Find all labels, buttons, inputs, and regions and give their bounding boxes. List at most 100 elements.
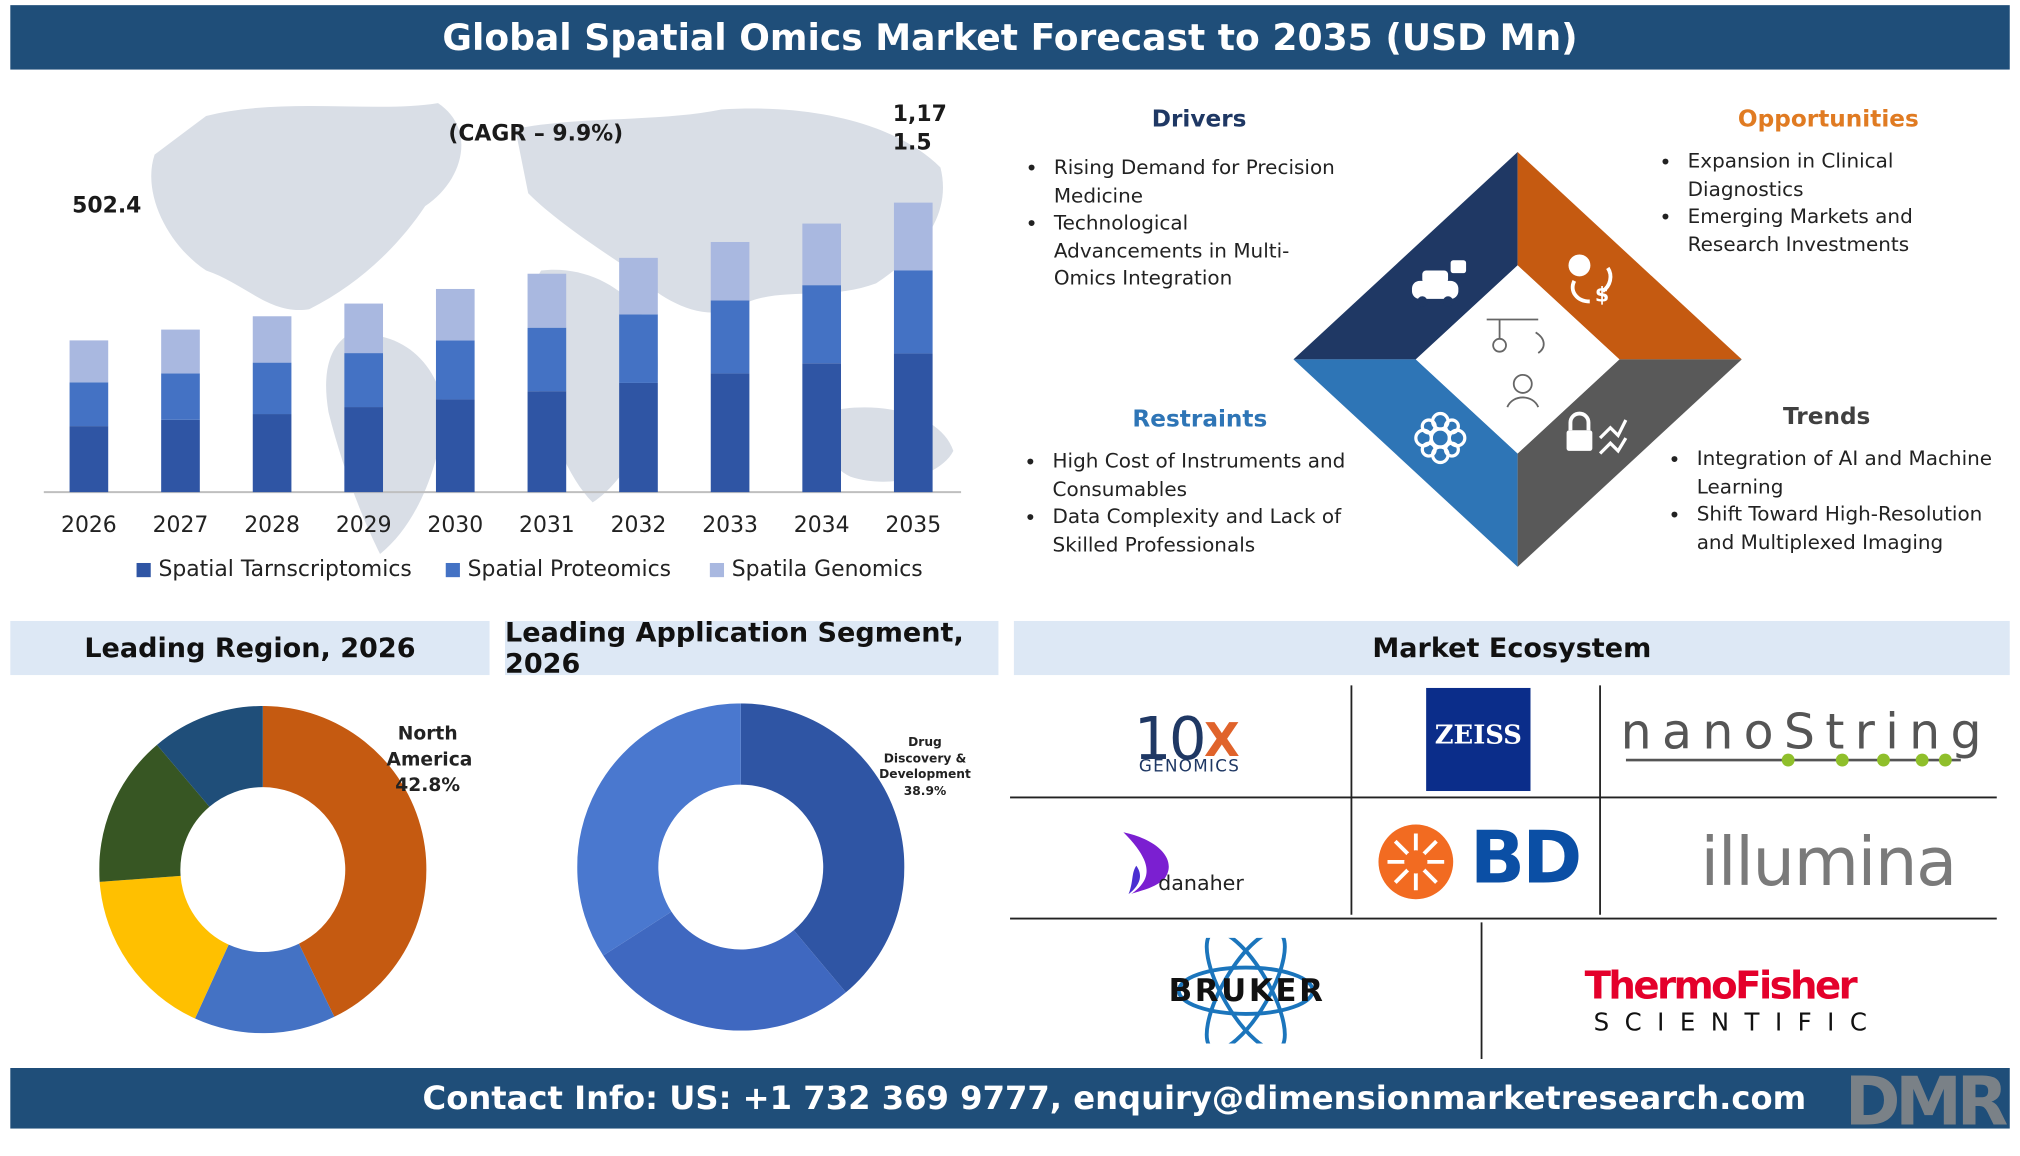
bar-segment-2034-3: [802, 223, 842, 286]
bar-segment-2030-2: [435, 340, 475, 400]
legend-label-genomics: Spatila Genomics: [731, 556, 923, 583]
bar-segment-2027-3: [161, 329, 200, 374]
thermofisher-logo: ThermoFisher: [1584, 963, 1858, 1009]
trends-item-line: Integration of AI and Machine: [1696, 447, 1993, 471]
bar-segment-2032-1: [619, 382, 658, 493]
legend-label-proteomics: Spatial Proteomics: [467, 556, 672, 583]
leading-region-header: Leading Region, 2026: [10, 620, 490, 676]
opportunities-item-line: Expansion in Clinical: [1687, 149, 1894, 173]
diamond-quadrant-opportunities: [1517, 152, 1742, 360]
bar-segment-2034-1: [802, 363, 842, 493]
illumina-logo: illumina: [1700, 824, 1958, 902]
zeiss-logo: ZEISS: [1426, 687, 1531, 792]
bar-segment-2028-1: [252, 414, 292, 493]
thermofisher-logo-subtitle: SCIENTIFIC: [1593, 1008, 1883, 1038]
bar-segment-2032-2: [619, 314, 658, 383]
drivers-item-line: Technological: [1053, 211, 1189, 235]
legend-item-genomics: Spatila Genomics: [709, 556, 923, 583]
page-title: Global Spatial Omics Market Forecast to …: [10, 5, 2010, 70]
restraints-title: Restraints: [1132, 405, 1268, 433]
drivers-list: Rising Demand for Precision Medicine Tech…: [1025, 155, 1360, 293]
opportunities-item: Expansion in Clinical Diagnostics: [1659, 148, 1994, 203]
x-tick-label: 2029: [336, 513, 392, 538]
x-tick-label: 2027: [153, 513, 209, 538]
bar-segment-2030-1: [435, 399, 475, 493]
bar-segment-2029-2: [344, 353, 384, 408]
market-ecosystem-header: Market Ecosystem: [1013, 620, 2010, 676]
region-callout-name: North America: [386, 724, 473, 771]
donut-slice-2: [603, 911, 846, 1031]
stacked-bar-chart: 2026 2027 2028 2029 2030 2031 2032 2033 2034 2035: [43, 202, 962, 538]
trends-item-line: Learning: [1696, 474, 1784, 498]
region-callout: North America 42.8%: [386, 721, 473, 798]
trends-item: Integration of AI and Machine Learning: [1668, 446, 2016, 501]
opportunities-title: Opportunities: [1737, 105, 1919, 133]
opportunities-item-line: Diagnostics: [1687, 177, 1804, 201]
donut-slice-1: [262, 705, 427, 1017]
restraints-item-line: Skilled Professionals: [1052, 532, 1256, 556]
bd-starburst-icon: [1378, 824, 1454, 900]
opportunities-item-line: Research Investments: [1687, 232, 1910, 256]
region-donut-chart: [99, 705, 427, 1034]
trends-item-line: and Multiplexed Imaging: [1696, 530, 1944, 554]
bar-segment-2026-2: [69, 382, 109, 427]
bar-segment-2027-2: [161, 373, 200, 420]
ecosystem-grid: [1010, 685, 1997, 1059]
restraints-item: High Cost of Instruments and Consumables: [1024, 448, 1372, 503]
cagr-label: (CAGR – 9.9%): [448, 121, 624, 147]
x-tick-label: 2034: [794, 513, 850, 538]
10x-logo-number: 10: [1133, 703, 1207, 773]
bar-segment-2031-2: [527, 327, 567, 392]
restraints-list: High Cost of Instruments andConsumables …: [1024, 448, 1372, 559]
restraints-item-line: Consumables: [1052, 477, 1188, 501]
zeiss-logo-text: ZEISS: [1434, 718, 1522, 750]
bar-segment-2030-3: [435, 288, 475, 341]
donut-slice-4: [99, 744, 210, 882]
restraints-item-line: High Cost of Instruments and: [1052, 449, 1346, 473]
opportunities-item: Emerging Markets and Research Investments: [1659, 204, 1994, 259]
bar-segment-2029-3: [344, 303, 384, 354]
leading-application-header: Leading Application Segment, 2026: [505, 617, 999, 679]
contact-footer: Contact Info: US: +1 732 369 9777, enqui…: [10, 1068, 2010, 1129]
donut-slice-1: [740, 703, 905, 993]
nanostring-dots-icon: [1625, 753, 1961, 767]
annotation-2035-total: 1,171.5: [892, 101, 947, 156]
application-callout-line: Drug: [908, 735, 942, 750]
robot-arm-icon: [1486, 318, 1545, 408]
bruker-logo: BRUKER: [1168, 972, 1326, 1009]
drivers-item: Rising Demand for Precision Medicine: [1025, 155, 1360, 210]
x-tick-label: 2033: [702, 513, 758, 538]
bar-segment-2035-1: [893, 353, 933, 493]
bar-segment-2028-2: [252, 362, 292, 415]
application-callout: Drug Discovery & Development 38.9%: [879, 736, 972, 800]
lock-trend-icon: [1566, 411, 1628, 455]
10x-logo-x: X: [1203, 715, 1240, 768]
trends-item-line: Shift Toward High-Resolution: [1696, 502, 1983, 526]
trends-title: Trends: [1783, 403, 1871, 431]
bar-segment-2028-3: [252, 316, 292, 363]
annotation-2026-total: 502.4: [72, 193, 142, 220]
legend-swatch-proteomics: [445, 562, 460, 577]
bar-segment-2033-1: [710, 373, 750, 493]
bar-segment-2035-3: [893, 202, 933, 271]
bd-logo: BD: [1469, 816, 1582, 901]
donut-slice-3: [99, 875, 229, 1019]
x-tick-label: 2031: [519, 513, 575, 538]
donut-slice-5: [156, 705, 263, 807]
opportunities-list: Expansion in Clinical Diagnostics Emergin…: [1659, 148, 1994, 259]
x-tick-label: 2032: [611, 513, 667, 538]
bar-segment-2026-1: [69, 426, 109, 493]
donut-slice-2: [195, 943, 335, 1034]
drivers-item-line: Rising Demand for Precision: [1053, 155, 1335, 180]
legend-item-proteomics: Spatial Proteomics: [445, 556, 672, 583]
trends-item: Shift Toward High-Resolution and Multiple…: [1668, 501, 2016, 556]
danaher-logo: danaher: [1158, 870, 1244, 896]
drivers-title: Drivers: [1151, 105, 1247, 133]
drivers-item-line: Medicine: [1053, 183, 1144, 207]
10x-logo-subtitle: GENOMICS: [1138, 757, 1241, 777]
bar-segment-2031-3: [527, 273, 567, 328]
bar-segment-2026-3: [69, 340, 109, 383]
application-donut-chart: [577, 703, 905, 1031]
donut-slice-3: [577, 703, 741, 956]
bar-segment-2027-1: [161, 419, 200, 493]
